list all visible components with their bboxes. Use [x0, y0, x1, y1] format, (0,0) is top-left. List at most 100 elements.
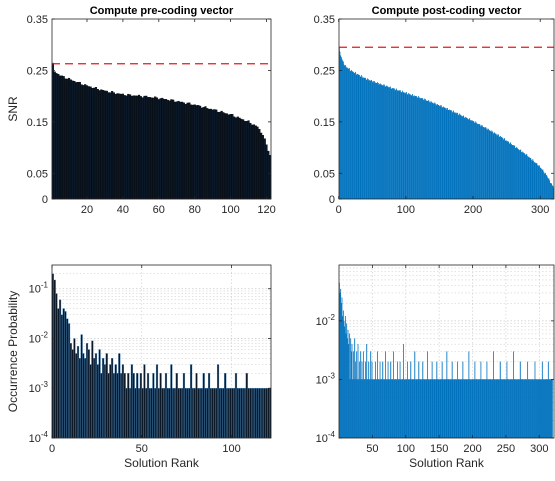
- bar: [436, 104, 438, 200]
- bar: [449, 379, 451, 439]
- bars: [51, 62, 272, 200]
- bar: [175, 101, 178, 200]
- bar: [399, 361, 401, 439]
- bar: [455, 379, 457, 439]
- bar: [358, 361, 360, 439]
- bar: [371, 361, 373, 439]
- bar: [252, 388, 256, 439]
- bar: [467, 379, 469, 439]
- bar: [197, 105, 200, 200]
- bar: [243, 388, 247, 439]
- bar: [415, 379, 416, 439]
- bar: [352, 351, 354, 439]
- bar: [465, 379, 466, 439]
- y-tick-label: 10-4: [29, 430, 49, 445]
- bar: [512, 145, 514, 200]
- bar: [513, 379, 515, 439]
- bar: [491, 130, 493, 200]
- bar: [341, 59, 343, 200]
- bar: [547, 178, 549, 200]
- bar: [393, 379, 395, 439]
- bar: [520, 149, 522, 200]
- bar: [414, 95, 416, 200]
- bar: [501, 379, 502, 439]
- bar: [477, 379, 479, 439]
- bar: [458, 114, 460, 200]
- bar: [360, 379, 362, 439]
- bar: [517, 379, 519, 439]
- bar: [521, 152, 523, 200]
- bar: [486, 128, 487, 200]
- bar: [357, 74, 359, 200]
- bar: [161, 97, 164, 200]
- bar: [475, 379, 477, 439]
- bar: [539, 165, 540, 200]
- bar: [493, 132, 495, 200]
- bar: [496, 134, 497, 200]
- y-tick-label: 0.35: [27, 14, 48, 26]
- bar: [364, 379, 366, 439]
- bar: [484, 379, 486, 439]
- bar: [89, 86, 92, 200]
- bar: [537, 379, 539, 439]
- bar: [163, 99, 166, 200]
- bar: [218, 111, 221, 200]
- bar: [373, 81, 375, 200]
- bar: [242, 119, 245, 200]
- bar: [341, 297, 343, 439]
- bar: [534, 162, 536, 200]
- bar: [528, 379, 530, 439]
- bar: [449, 109, 450, 200]
- bar: [533, 160, 534, 200]
- bar: [342, 61, 344, 200]
- bar: [475, 121, 477, 200]
- bar: [384, 351, 386, 439]
- chart-title: Compute pre-coding vector: [90, 5, 234, 17]
- bar: [207, 108, 211, 200]
- bar: [143, 364, 146, 439]
- bar: [186, 102, 189, 200]
- bar: [501, 137, 503, 200]
- bar: [452, 379, 454, 439]
- bar: [423, 379, 424, 439]
- bar: [476, 379, 478, 439]
- bar: [481, 379, 482, 439]
- bar: [514, 379, 516, 439]
- bar: [229, 388, 232, 439]
- bar: [521, 379, 523, 439]
- bar: [209, 108, 212, 200]
- bar: [347, 329, 349, 439]
- bar: [434, 379, 436, 439]
- bar: [231, 114, 234, 200]
- bar: [507, 379, 509, 439]
- bar: [392, 88, 393, 200]
- bar: [256, 126, 259, 200]
- x-tick-label: 80: [189, 204, 201, 216]
- bar: [457, 115, 459, 200]
- x-tick-label: 300: [530, 443, 548, 455]
- bar: [224, 113, 227, 200]
- bar: [76, 81, 80, 200]
- bar: [499, 361, 501, 439]
- bar: [366, 379, 368, 439]
- axes-box: [338, 18, 555, 200]
- bar: [362, 379, 364, 439]
- bar: [73, 338, 76, 439]
- bar: [389, 379, 391, 439]
- bar: [493, 351, 494, 439]
- x-ticks: 0 100 200 300: [336, 19, 549, 216]
- bar: [478, 379, 480, 439]
- bar: [431, 379, 432, 439]
- bar: [522, 151, 524, 200]
- bar: [60, 75, 63, 200]
- bar: [394, 90, 396, 200]
- bar: [91, 340, 94, 439]
- bar: [206, 388, 209, 439]
- bar: [339, 292, 341, 439]
- bar: [451, 110, 452, 200]
- bar: [372, 82, 374, 200]
- y-ticks: 10-4 10-3 10-2: [316, 313, 554, 445]
- bar: [204, 106, 207, 200]
- bar: [453, 379, 454, 439]
- bar: [127, 93, 130, 200]
